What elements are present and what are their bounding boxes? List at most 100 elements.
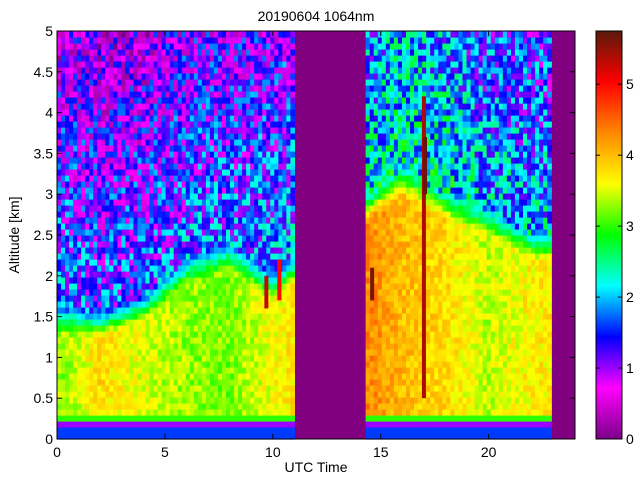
heatmap-cell	[189, 397, 195, 404]
heatmap-cell	[197, 295, 203, 302]
heatmap-cell	[270, 223, 275, 230]
heatmap-cell	[173, 283, 179, 290]
heatmap-cell	[205, 397, 211, 404]
heatmap-cell	[93, 409, 98, 416]
heatmap-cell	[105, 49, 110, 56]
heatmap-cell	[165, 265, 171, 272]
heatmap-cell	[81, 127, 86, 134]
heatmap-cell	[381, 91, 387, 98]
heatmap-cell	[250, 325, 255, 332]
heatmap-cell	[69, 133, 74, 140]
heatmap-cell	[209, 349, 215, 356]
heatmap-cell	[193, 61, 199, 68]
heatmap-cell	[238, 187, 243, 194]
heatmap-cell	[389, 325, 395, 332]
heatmap-cell	[226, 259, 231, 266]
heatmap-cell	[81, 43, 86, 50]
heatmap-cell	[121, 337, 126, 344]
heatmap-cell	[377, 145, 383, 152]
heatmap-cell	[105, 277, 110, 284]
heatmap-cell	[157, 337, 163, 344]
heatmap-cell	[193, 193, 199, 200]
heatmap-cell	[286, 361, 291, 368]
heatmap-cell	[177, 127, 183, 134]
heatmap-cell	[193, 415, 199, 422]
heatmap-cell	[129, 43, 135, 50]
heatmap-cell	[270, 97, 275, 104]
heatmap-cell	[410, 37, 415, 44]
heatmap-cell	[270, 91, 275, 98]
heatmap-cell	[365, 127, 371, 134]
heatmap-cell	[414, 409, 419, 416]
heatmap-cell	[282, 91, 287, 98]
heatmap-cell	[414, 175, 419, 182]
heatmap-cell	[217, 283, 223, 290]
heatmap-cell	[209, 121, 215, 128]
heatmap-cell	[393, 97, 399, 104]
heatmap-cell	[385, 205, 391, 212]
heatmap-cell	[258, 247, 263, 254]
heatmap-cell	[418, 163, 423, 170]
heatmap-cell	[121, 127, 126, 134]
heatmap-cell	[77, 379, 82, 386]
heatmap-cell	[389, 73, 395, 80]
heatmap-cell	[89, 229, 94, 236]
heatmap-cell	[61, 181, 66, 188]
heatmap-cell	[393, 187, 399, 194]
heatmap-cell	[105, 427, 110, 434]
heatmap-cell	[278, 61, 283, 68]
heatmap-cell	[93, 319, 98, 326]
heatmap-cell	[89, 349, 94, 356]
heatmap-cell	[238, 277, 243, 284]
heatmap-cell	[418, 151, 423, 158]
heatmap-cell	[246, 79, 251, 86]
heatmap-cell	[73, 163, 78, 170]
heatmap-cell	[93, 211, 98, 218]
heatmap-cell	[153, 109, 159, 116]
heatmap-cell	[101, 151, 106, 158]
heatmap-cell	[65, 205, 70, 212]
heatmap-cell	[161, 325, 167, 332]
heatmap-cell	[145, 433, 151, 440]
heatmap-cell	[173, 295, 179, 302]
heatmap-cell	[149, 259, 155, 266]
heatmap-cell	[121, 85, 126, 92]
heatmap-cell	[278, 163, 283, 170]
heatmap-cell	[246, 271, 251, 278]
heatmap-cell	[205, 355, 211, 362]
heatmap-cell	[177, 307, 183, 314]
heatmap-cell	[165, 217, 171, 224]
heatmap-cell	[274, 175, 279, 182]
heatmap-cell	[397, 61, 403, 68]
heatmap-cell	[213, 313, 219, 320]
heatmap-cell	[73, 379, 78, 386]
heatmap-cell	[418, 223, 423, 230]
heatmap-cell	[65, 355, 70, 362]
heatmap-cell	[389, 253, 395, 260]
heatmap-cell	[238, 163, 243, 170]
heatmap-cell	[209, 109, 215, 116]
heatmap-cell	[205, 223, 211, 230]
heatmap-cell	[109, 385, 114, 392]
heatmap-cell	[274, 277, 279, 284]
heatmap-cell	[221, 325, 227, 332]
heatmap-cell	[274, 331, 279, 338]
heatmap-cell	[65, 49, 70, 56]
heatmap-cell	[385, 277, 391, 284]
heatmap-cell	[161, 109, 167, 116]
heatmap-cell	[125, 319, 131, 326]
heatmap-cell	[65, 175, 70, 182]
heatmap-cell	[246, 367, 251, 374]
heatmap-cell	[410, 193, 415, 200]
heatmap-cell	[57, 403, 62, 410]
heatmap-cell	[105, 349, 110, 356]
heatmap-cell	[397, 211, 403, 218]
heatmap-cell	[125, 229, 131, 236]
heatmap-cell	[238, 421, 243, 428]
heatmap-cell	[93, 217, 98, 224]
heatmap-cell	[270, 427, 275, 434]
heatmap-cell	[205, 433, 211, 440]
heatmap-cell	[157, 91, 163, 98]
heatmap-cell	[149, 181, 155, 188]
heatmap-cell	[57, 139, 62, 146]
